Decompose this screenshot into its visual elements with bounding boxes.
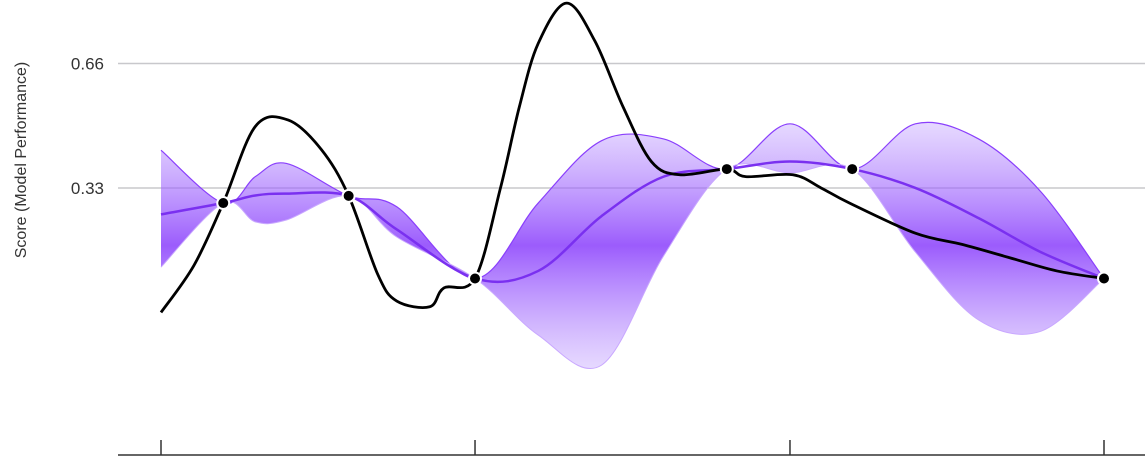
true-function-line-0 bbox=[159, 1, 1105, 314]
axis-layer bbox=[118, 440, 1145, 456]
observation-point-0 bbox=[216, 196, 231, 211]
y-axis-title: Score (Model Performance) bbox=[13, 62, 30, 259]
y-tick-label-0: 0.33 bbox=[71, 179, 104, 198]
observation-point-4 bbox=[845, 162, 860, 177]
band-layer bbox=[160, 121, 1105, 370]
band-lower-edge-0 bbox=[160, 163, 1105, 370]
band-upper-edge-0 bbox=[160, 121, 1105, 280]
observation-point-2 bbox=[468, 271, 483, 286]
point-layer bbox=[216, 162, 1111, 286]
observation-point-1 bbox=[341, 188, 356, 203]
observation-point-5 bbox=[1097, 271, 1111, 286]
observation-point-3 bbox=[719, 162, 734, 177]
y-tick-label-1: 0.66 bbox=[71, 54, 104, 73]
predicted-mean-line-0 bbox=[160, 160, 1105, 284]
line-layer bbox=[159, 1, 1105, 314]
